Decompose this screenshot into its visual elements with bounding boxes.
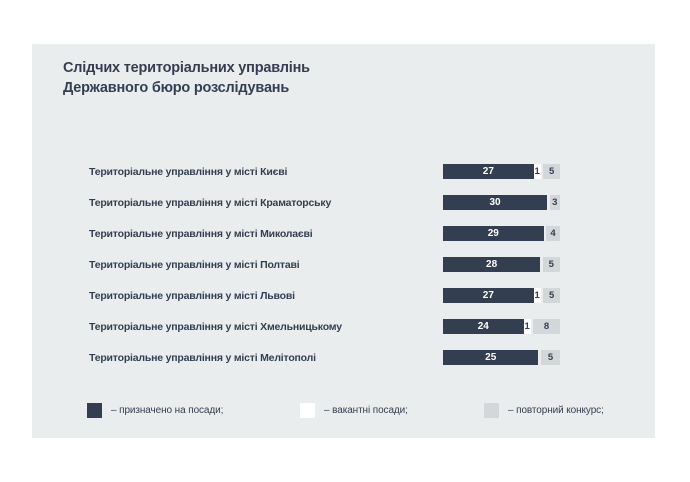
legend-label: – призначено на посади; [111, 405, 224, 416]
legend-label: – повторний конкурс; [508, 405, 604, 416]
table-row: Територіальне управління у місті Крамато… [89, 195, 560, 210]
stacked-bar: 27 1 5 [443, 164, 560, 179]
row-label-lviv: Територіальне управління у місті Львові [89, 289, 295, 302]
legend-item-repeat: – повторний конкурс; [484, 403, 604, 418]
appointed-swatch-icon [87, 403, 102, 418]
segment-repeat: 3 [549, 195, 560, 210]
repeat-swatch-icon [484, 403, 499, 418]
segment-appointed: 25 [443, 350, 539, 365]
segment-appointed: 29 [443, 226, 544, 241]
row-label-khmelnytskyi: Територіальне управління у місті Хмельни… [89, 320, 342, 333]
row-label-mykolaiv: Територіальне управління у місті Миколає… [89, 227, 313, 240]
row-label-melitopol: Територіальне управління у місті Мелітоп… [89, 351, 316, 364]
stacked-bar: 25 0 5 [443, 350, 560, 365]
stacked-bar: 28 0 5 [443, 257, 560, 272]
stacked-bar: 27 1 5 [443, 288, 560, 303]
legend-label: – вакантні посади; [324, 405, 408, 416]
legend-item-vacant: – вакантні посади; [300, 403, 408, 418]
segment-repeat: 4 [546, 226, 560, 241]
table-row: Територіальне управління у місті Мелітоп… [89, 350, 560, 365]
row-label-kyiv: Територіальне управління у місті Києві [89, 165, 288, 178]
segment-repeat: 5 [540, 350, 560, 365]
stacked-bar: 24 1 8 [443, 319, 560, 334]
segment-repeat: 8 [533, 319, 560, 334]
legend-item-appointed: – призначено на посади; [87, 403, 223, 418]
segment-repeat: 5 [542, 257, 560, 272]
segment-appointed: 30 [443, 195, 548, 210]
segment-appointed: 28 [443, 257, 541, 272]
segment-appointed: 27 [443, 164, 534, 179]
segment-repeat: 5 [543, 288, 560, 303]
table-row: Територіальне управління у місті Києві 2… [89, 164, 560, 179]
row-label-kramatorsk: Територіальне управління у місті Крамато… [89, 196, 332, 209]
bar-chart: Територіальне управління у місті Києві 2… [89, 164, 560, 365]
segment-repeat: 5 [543, 164, 560, 179]
stacked-bar: 30 0 3 [443, 195, 560, 210]
title-line-2: Державного бюро розслідувань [63, 80, 290, 96]
segment-vacant: 1 [533, 164, 541, 179]
title-line-1: Слідчих територіальних управлінь [63, 60, 310, 76]
vacant-swatch-icon [300, 403, 315, 418]
row-label-poltava: Територіальне управління у місті Полтаві [89, 258, 300, 271]
stacked-bar: 29 0 4 [443, 226, 560, 241]
table-row: Територіальне управління у місті Хмельни… [89, 319, 560, 334]
segment-appointed: 24 [443, 319, 524, 334]
segment-vacant: 1 [533, 288, 541, 303]
table-row: Територіальне управління у місті Миколає… [89, 226, 560, 241]
segment-vacant: 1 [523, 319, 531, 334]
table-row: Територіальне управління у місті Полтаві… [89, 257, 560, 272]
legend: – призначено на посади; – вакантні посад… [32, 403, 655, 418]
infographic-card: Слідчих територіальних управлінь Державно… [32, 44, 655, 438]
segment-appointed: 27 [443, 288, 534, 303]
page-title: Слідчих територіальних управлінь Державно… [63, 58, 310, 98]
table-row: Територіальне управління у місті Львові … [89, 288, 560, 303]
